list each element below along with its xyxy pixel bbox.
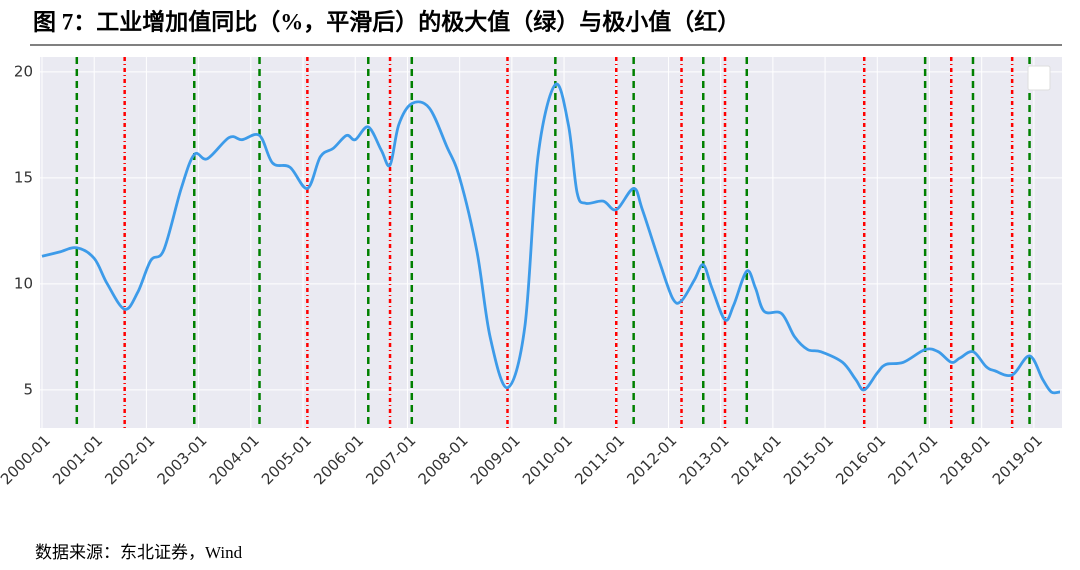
x-tick-label: 2009-01	[467, 431, 524, 488]
data-line	[41, 82, 1061, 395]
x-tick-label: 2013-01	[676, 431, 733, 488]
x-tick-label: 2019-01	[989, 431, 1046, 488]
x-tick-label: 2003-01	[154, 431, 211, 488]
x-tick-label: 2006-01	[310, 431, 367, 488]
y-tick-label: 15	[14, 168, 33, 186]
x-tick-label: 2005-01	[258, 431, 315, 488]
x-tick-label: 2004-01	[206, 431, 263, 488]
source-note: 数据来源：东北证券，Wind	[35, 543, 243, 562]
x-tick-label: 2016-01	[832, 431, 889, 488]
x-tick-label: 2008-01	[415, 431, 472, 488]
extrema-lines	[75, 57, 1031, 428]
y-tick-label: 5	[23, 380, 33, 398]
chart-title: 图 7：工业增加值同比（%，平滑后）的极大值（绿）与极小值（红）	[33, 8, 740, 34]
y-tick-label: 20	[14, 62, 33, 80]
grid	[40, 57, 1062, 428]
x-tick-label: 2014-01	[728, 431, 785, 488]
x-tick-label: 2012-01	[623, 431, 680, 488]
x-tick-label: 2000-01	[0, 431, 54, 488]
legend-box	[1027, 65, 1051, 91]
x-tick-label: 2015-01	[780, 431, 837, 488]
series	[41, 82, 1061, 395]
y-tick-label: 10	[14, 274, 33, 292]
x-tick-label: 2010-01	[519, 431, 576, 488]
x-tick-label: 2002-01	[101, 431, 158, 488]
x-tick-label: 2011-01	[571, 431, 628, 488]
x-tick-label: 2017-01	[884, 431, 941, 488]
x-tick-label: 2001-01	[49, 431, 106, 488]
plot-area	[40, 57, 1062, 428]
x-tick-label: 2007-01	[362, 431, 419, 488]
x-tick-label: 2018-01	[937, 431, 994, 488]
